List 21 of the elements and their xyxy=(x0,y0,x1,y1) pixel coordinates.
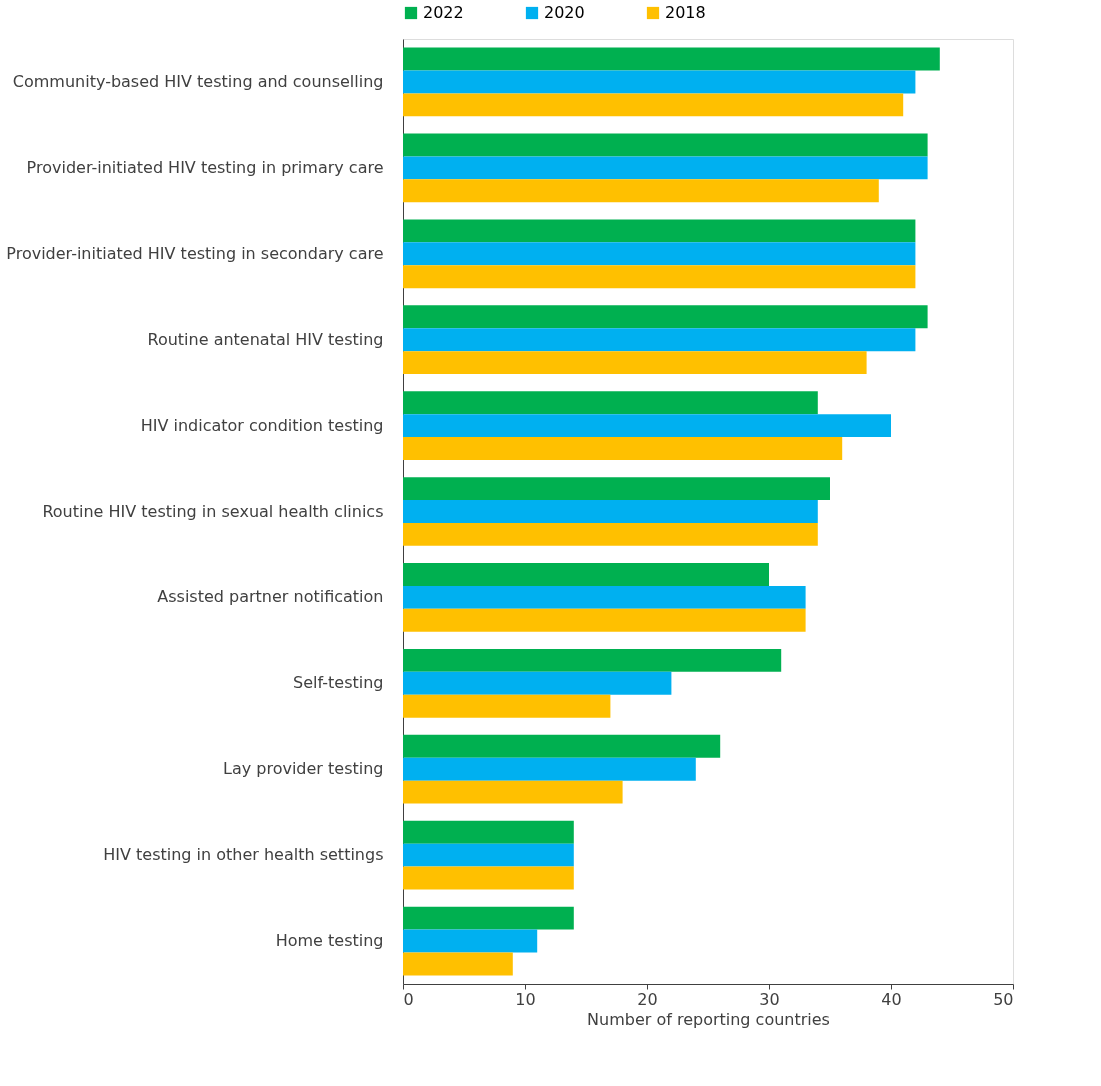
x-tick-label: 50 xyxy=(993,989,1014,1009)
y-tick-label: HIV indicator condition testing xyxy=(140,415,384,435)
y-tick-label: Self-testing xyxy=(293,673,384,693)
y-tick-label: HIV testing in other health settings xyxy=(103,845,384,865)
legend-label: 2018 xyxy=(665,3,706,22)
y-tick-label: Provider-initiated HIV testing in primary care xyxy=(26,157,384,177)
x-tick-label: 10 xyxy=(515,989,536,1009)
x-tick-label: 20 xyxy=(637,989,658,1009)
y-tick-label: Lay provider testing xyxy=(223,759,384,779)
x-tick-label: 0 xyxy=(403,989,414,1009)
x-tick-label: 30 xyxy=(759,989,780,1009)
x-axis-title: Number of reporting countries xyxy=(587,1009,830,1029)
legend-label: 2020 xyxy=(544,3,585,22)
x-tick-label: 40 xyxy=(881,989,902,1009)
legend-label: 2022 xyxy=(423,3,464,22)
y-tick-label: Routine HIV testing in sexual health clinics xyxy=(42,501,384,521)
y-tick-label: Routine antenatal HIV testing xyxy=(147,329,384,349)
y-tick-label: Community-based HIV testing and counselling xyxy=(12,71,384,91)
y-tick-label: Home testing xyxy=(275,931,384,951)
y-tick-label: Assisted partner notification xyxy=(157,587,384,607)
y-tick-label: Provider-initiated HIV testing in secondary care xyxy=(6,243,384,263)
